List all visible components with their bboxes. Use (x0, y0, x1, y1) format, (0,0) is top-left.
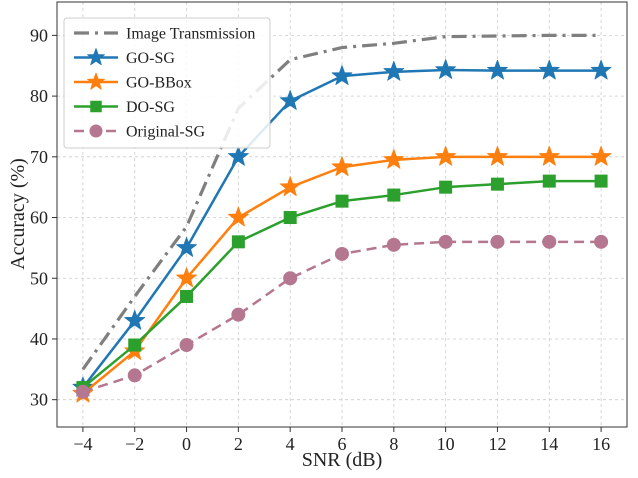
legend-label-do-sg: DO-SG (126, 99, 175, 116)
data-point (180, 289, 194, 303)
data-point (387, 188, 401, 202)
data-point (487, 59, 508, 80)
x-tick-label: 2 (234, 434, 243, 454)
data-point (227, 145, 249, 166)
y-tick-label: 80 (30, 86, 48, 106)
legend-label-go-sg: GO-SG (126, 50, 175, 67)
y-tick-label: 90 (30, 25, 48, 45)
data-point (490, 177, 504, 191)
legend: Image Transmission GO-SG GO-BBox DO-SG Origi… (63, 17, 271, 149)
data-point (542, 234, 557, 249)
y-tick-label: 30 (30, 390, 48, 410)
data-point (283, 271, 298, 286)
legend-label-go-bbox: GO-BBox (126, 75, 192, 92)
data-point (438, 234, 453, 249)
data-point (124, 309, 146, 330)
x-tick-label: 8 (389, 434, 398, 454)
data-point (439, 180, 453, 194)
data-point (335, 194, 349, 208)
x-tick-label: −2 (125, 434, 144, 454)
data-point (487, 145, 508, 166)
data-point (227, 206, 249, 227)
x-tick-label: 4 (286, 434, 295, 454)
series-do-sg (76, 174, 608, 395)
data-point (490, 234, 505, 249)
tick-layer: −4 −2 0 2 4 6 8 10 12 14 16 30 40 50 60 70 80 90 (30, 25, 610, 454)
y-tick-label: 40 (30, 329, 48, 349)
legend-marker (87, 72, 105, 90)
data-point (279, 90, 301, 110)
series-line-image-transmission (81, 33, 602, 371)
data-point (128, 338, 142, 352)
data-point (590, 59, 612, 80)
data-point (594, 174, 608, 188)
data-point (127, 368, 142, 383)
data-point (231, 235, 245, 249)
data-point (594, 234, 609, 249)
series-layer (72, 33, 612, 403)
x-tick-label: −4 (73, 434, 92, 454)
data-point (279, 176, 301, 197)
legend-marker (90, 100, 102, 113)
y-axis-label: Accuracy (%) (7, 158, 29, 270)
data-point (383, 148, 405, 169)
series-original-sg (75, 234, 609, 399)
legend-label-original-sg: Original-SG (126, 124, 206, 141)
legend-marker (87, 48, 105, 66)
y-tick-label: 60 (30, 208, 48, 228)
data-point (176, 267, 197, 288)
data-point (176, 236, 197, 257)
legend-box (63, 17, 271, 149)
data-point (283, 211, 297, 225)
data-point (435, 145, 457, 166)
x-axis-label: SNR (dB) (302, 449, 383, 471)
x-tick-label: 0 (182, 434, 191, 454)
data-point (179, 338, 194, 353)
data-point (231, 307, 246, 322)
data-point (435, 59, 457, 79)
y-tick-label: 50 (30, 268, 48, 288)
data-point (383, 60, 405, 81)
x-tick-label: 12 (488, 434, 506, 454)
data-point (538, 59, 560, 80)
legend-label-image-transmission: Image Transmission (126, 26, 255, 43)
data-point (386, 237, 401, 252)
data-point (335, 246, 349, 261)
x-tick-label: 16 (592, 434, 610, 454)
data-point (331, 156, 353, 177)
x-tick-label: 10 (437, 434, 455, 454)
series-image-transmission (81, 33, 602, 371)
data-point (538, 145, 560, 166)
legend-marker (89, 124, 103, 138)
x-tick-label: 14 (540, 434, 558, 454)
data-point (331, 65, 353, 85)
data-point (542, 174, 556, 188)
y-tick-label: 70 (30, 147, 48, 167)
data-point (75, 384, 90, 399)
data-point (590, 145, 612, 166)
x-tick-label: 6 (338, 434, 347, 454)
